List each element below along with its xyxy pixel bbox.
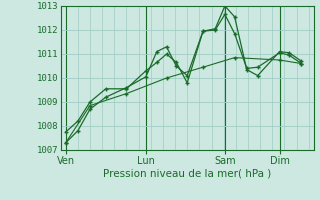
X-axis label: Pression niveau de la mer( hPa ): Pression niveau de la mer( hPa ) xyxy=(103,168,271,178)
